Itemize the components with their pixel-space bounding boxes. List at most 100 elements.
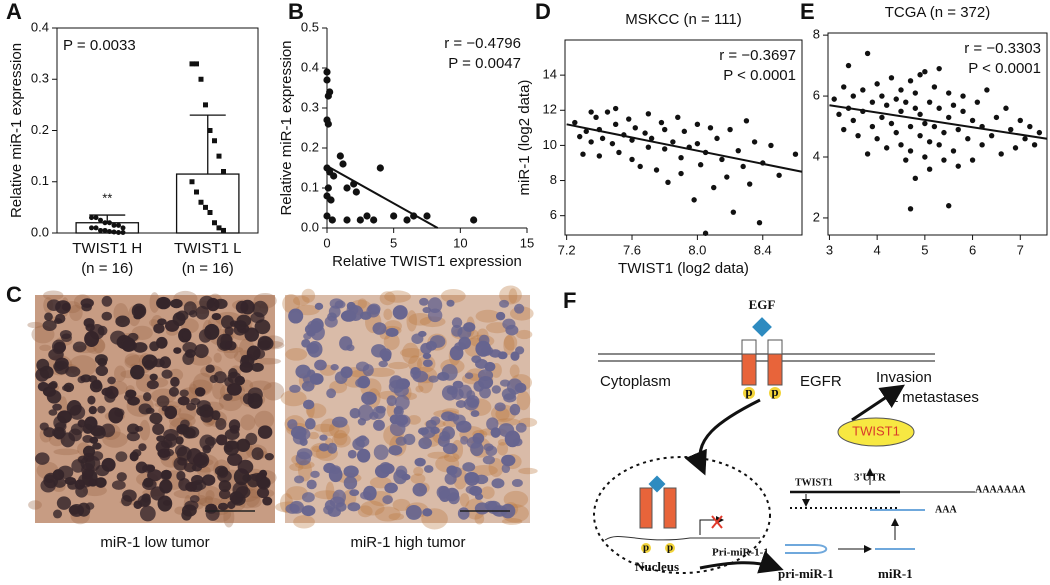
data-point: [89, 225, 94, 231]
stain: [497, 441, 509, 456]
nucleus: [593, 456, 771, 574]
data-point: [207, 210, 213, 215]
stain: [212, 381, 226, 400]
data-point: [936, 142, 942, 148]
annotation: P < 0.0001: [968, 60, 1041, 77]
nucleus: [182, 352, 195, 366]
label: Nucleus: [635, 559, 679, 574]
data-point: [931, 123, 938, 130]
stain: [331, 432, 351, 448]
y-tick-label: 0.1: [31, 173, 49, 188]
nucleus: [156, 435, 166, 442]
nucleus: [83, 452, 95, 462]
stain: [413, 466, 424, 476]
data-point: [678, 155, 684, 161]
nucleus: [122, 340, 138, 352]
nucleus: [464, 372, 474, 379]
stain: [301, 288, 316, 303]
nucleus: [491, 478, 505, 489]
data-point: [879, 93, 885, 99]
data-point: [580, 151, 586, 157]
nucleus: [39, 422, 49, 431]
data-point: [735, 147, 741, 154]
nucleus: [168, 386, 180, 397]
nucleus: [125, 389, 137, 399]
data-point: [960, 108, 966, 115]
data-point: [98, 227, 103, 233]
nucleus: [152, 423, 165, 435]
nucleus: [237, 459, 254, 474]
nucleus: [412, 482, 428, 497]
dna: [604, 535, 760, 541]
stain: [28, 500, 42, 510]
label: EGFR: [800, 373, 842, 390]
nucleus: [486, 417, 499, 431]
nucleus: [101, 295, 113, 307]
nucleus: [205, 364, 215, 373]
y-axis-label: Relative miR-1 expression: [8, 43, 25, 218]
nucleus: [42, 320, 57, 332]
y-tick-label: 8: [813, 27, 820, 42]
data-point: [376, 164, 384, 172]
stain: [188, 383, 199, 403]
y-tick-label: 4: [813, 148, 820, 163]
phospho: [743, 387, 755, 399]
nucleus: [177, 396, 190, 406]
nucleus: [422, 508, 433, 517]
x-tick-label: TWIST1 H: [72, 240, 142, 257]
nucleus: [160, 471, 172, 481]
nucleus: [326, 388, 337, 399]
nucleus: [240, 299, 255, 315]
data-point: [370, 216, 378, 224]
data-point: [604, 109, 611, 115]
label: TWIST1: [795, 477, 833, 488]
y-tick-label: 2: [813, 209, 820, 224]
stain: [497, 439, 507, 446]
nucleus: [85, 502, 95, 510]
y-axis-label: miR-1 (log2 data): [516, 80, 533, 196]
label: p: [771, 384, 778, 399]
nucleus: [347, 502, 361, 512]
data-point: [864, 151, 871, 157]
nucleus: [458, 336, 472, 350]
nucleus: [511, 479, 523, 487]
data-point: [917, 72, 923, 78]
data-point: [898, 87, 904, 93]
stain: [499, 285, 522, 305]
nucleus: [116, 472, 127, 482]
nucleus: [349, 489, 360, 497]
annotation: P < 0.0001: [723, 67, 796, 84]
nucleus: [499, 299, 510, 308]
nucleus: [319, 434, 328, 441]
nucleus: [460, 435, 469, 445]
stain: [43, 290, 64, 301]
label: miR-1: [878, 566, 913, 581]
data-point: [189, 61, 195, 67]
stain: [357, 505, 373, 518]
data-point: [965, 136, 971, 142]
stain: [39, 344, 52, 352]
data-point: [216, 153, 222, 159]
image-background: [285, 295, 530, 523]
data-point: [107, 220, 112, 226]
nucleus: [244, 327, 260, 342]
nucleus: [425, 419, 437, 429]
nucleus: [228, 419, 241, 432]
nucleus: [242, 474, 252, 482]
nucleus: [191, 463, 203, 472]
nucleus: [384, 482, 398, 494]
nucleus: [304, 418, 316, 430]
data-point: [1017, 117, 1023, 124]
stain: [374, 506, 401, 522]
data-point: [111, 229, 117, 235]
data-point: [203, 102, 208, 108]
nucleus: [289, 384, 301, 393]
nucleus: [310, 470, 320, 478]
annotation: r = −0.3697: [719, 47, 796, 64]
annotation: r = −0.3303: [964, 40, 1041, 57]
nucleus: [373, 444, 389, 461]
nucleus: [35, 452, 50, 465]
panel-label: F: [563, 288, 576, 313]
x-tick-label: 7.6: [623, 242, 641, 257]
nucleus: [184, 500, 199, 511]
